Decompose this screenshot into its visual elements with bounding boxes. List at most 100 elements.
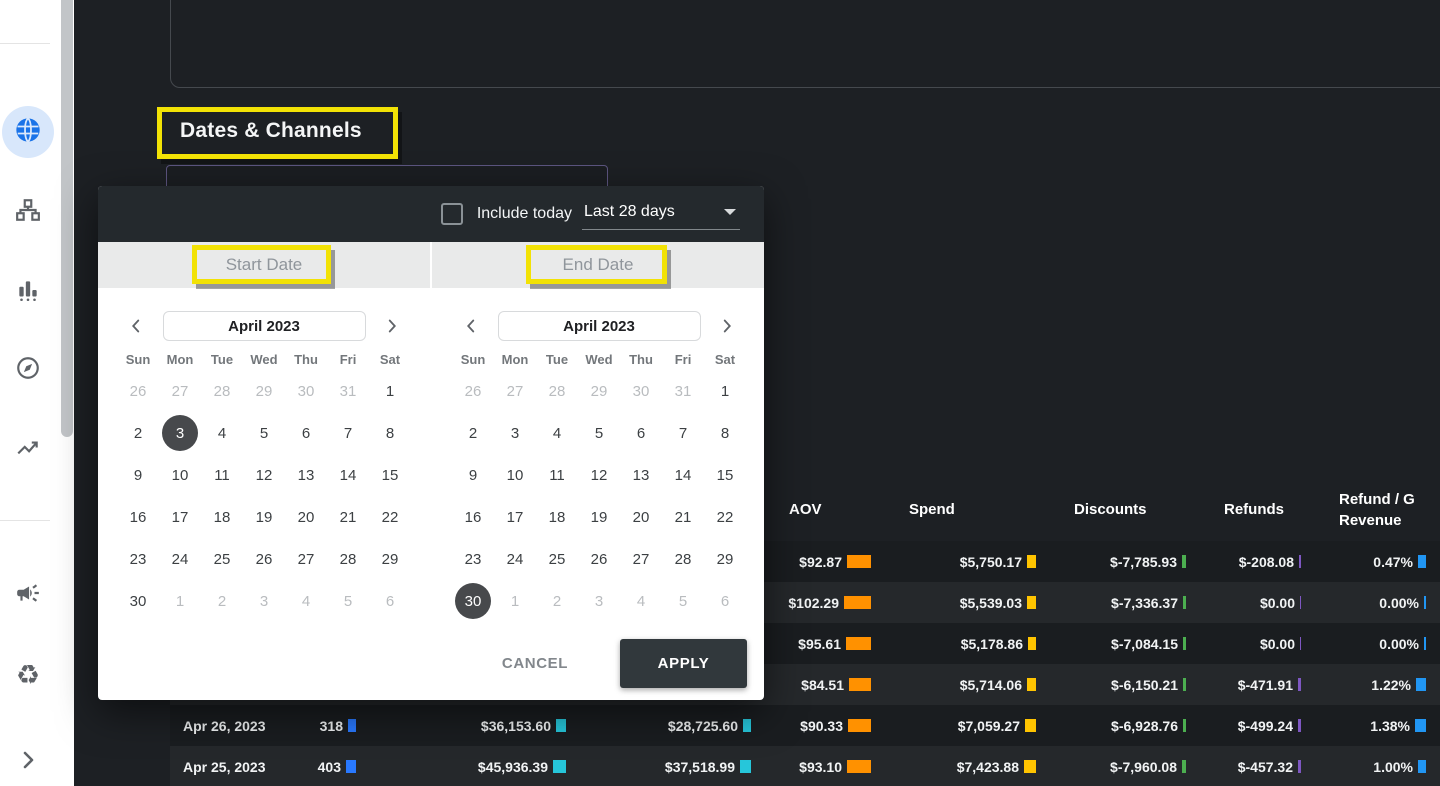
day-cell[interactable]: 30: [129, 592, 147, 610]
day-cell[interactable]: 28: [339, 550, 357, 568]
day-cell[interactable]: 20: [297, 508, 315, 526]
day-cell[interactable]: 19: [255, 508, 273, 526]
day-cell[interactable]: 22: [716, 508, 734, 526]
day-cell[interactable]: 3: [594, 592, 604, 610]
day-cell[interactable]: 28: [674, 550, 692, 568]
day-cell[interactable]: 18: [213, 508, 231, 526]
day-cell[interactable]: 2: [217, 592, 227, 610]
day-cell[interactable]: 26: [129, 382, 147, 400]
day-cell[interactable]: 4: [217, 424, 227, 442]
selected-day-cell[interactable]: 3: [159, 412, 201, 454]
day-cell[interactable]: 26: [464, 382, 482, 400]
day-cell[interactable]: 2: [552, 592, 562, 610]
day-cell[interactable]: 4: [552, 424, 562, 442]
day-cell[interactable]: 1: [175, 592, 185, 610]
day-cell[interactable]: 27: [171, 382, 189, 400]
preset-range-dropdown[interactable]: Last 28 days: [582, 199, 740, 230]
day-cell[interactable]: 5: [594, 424, 604, 442]
day-cell[interactable]: 29: [716, 550, 734, 568]
day-cell[interactable]: 29: [590, 382, 608, 400]
day-cell[interactable]: 2: [468, 424, 478, 442]
day-cell[interactable]: 27: [506, 382, 524, 400]
sidebar-item-trending[interactable]: [2, 424, 54, 476]
day-cell[interactable]: 28: [213, 382, 231, 400]
day-cell[interactable]: 6: [301, 424, 311, 442]
day-cell[interactable]: 11: [214, 466, 230, 484]
day-cell[interactable]: 9: [468, 466, 478, 484]
column-header-refund-pct[interactable]: Refund / G Revenue: [1339, 490, 1415, 529]
day-cell[interactable]: 31: [339, 382, 357, 400]
sidebar-item-megaphone[interactable]: [2, 569, 54, 621]
day-cell[interactable]: 27: [632, 550, 650, 568]
day-cell[interactable]: 20: [632, 508, 650, 526]
selected-day-cell[interactable]: 30: [452, 580, 494, 622]
day-cell[interactable]: 7: [678, 424, 688, 442]
day-cell[interactable]: 23: [129, 550, 147, 568]
day-cell[interactable]: 22: [381, 508, 399, 526]
apply-button[interactable]: APPLY: [620, 639, 747, 688]
sidebar-scrollbar-thumb[interactable]: [61, 0, 73, 437]
day-cell[interactable]: 3: [510, 424, 520, 442]
next-month-button[interactable]: [379, 313, 405, 339]
day-cell[interactable]: 25: [548, 550, 566, 568]
day-cell[interactable]: 26: [255, 550, 273, 568]
day-cell[interactable]: 16: [464, 508, 482, 526]
day-cell[interactable]: 12: [255, 466, 273, 484]
day-cell[interactable]: 11: [549, 466, 565, 484]
day-cell[interactable]: 7: [343, 424, 353, 442]
sidebar-item-hierarchy[interactable]: [2, 186, 54, 238]
day-cell[interactable]: 15: [381, 466, 399, 484]
day-cell[interactable]: 6: [720, 592, 730, 610]
day-cell[interactable]: 13: [297, 466, 315, 484]
column-header-discounts[interactable]: Discounts: [1074, 501, 1147, 518]
day-cell[interactable]: 26: [590, 550, 608, 568]
day-cell[interactable]: 10: [171, 466, 189, 484]
day-cell[interactable]: 12: [590, 466, 608, 484]
day-cell[interactable]: 1: [385, 382, 395, 400]
day-cell[interactable]: 19: [590, 508, 608, 526]
day-cell[interactable]: 14: [674, 466, 692, 484]
day-cell[interactable]: 31: [674, 382, 692, 400]
day-cell[interactable]: 6: [636, 424, 646, 442]
sidebar-item-globe[interactable]: [2, 106, 54, 158]
column-header-refunds[interactable]: Refunds: [1224, 501, 1284, 518]
day-cell[interactable]: 13: [632, 466, 650, 484]
day-cell[interactable]: 17: [506, 508, 524, 526]
day-cell[interactable]: 5: [343, 592, 353, 610]
day-cell[interactable]: 3: [259, 592, 269, 610]
day-cell[interactable]: 6: [385, 592, 395, 610]
day-cell[interactable]: 4: [636, 592, 646, 610]
cancel-button[interactable]: CANCEL: [501, 655, 568, 672]
day-cell[interactable]: 23: [464, 550, 482, 568]
prev-month-button[interactable]: [123, 313, 149, 339]
include-today-checkbox[interactable]: [440, 203, 463, 225]
day-cell[interactable]: 21: [674, 508, 692, 526]
day-cell[interactable]: 30: [297, 382, 315, 400]
day-cell[interactable]: 9: [133, 466, 143, 484]
day-cell[interactable]: 5: [259, 424, 269, 442]
day-cell[interactable]: 30: [632, 382, 650, 400]
day-cell[interactable]: 27: [297, 550, 315, 568]
next-month-button[interactable]: [714, 313, 740, 339]
sidebar-item-bar-chart[interactable]: [2, 266, 54, 318]
day-cell[interactable]: 21: [339, 508, 357, 526]
day-cell[interactable]: 10: [506, 466, 524, 484]
sidebar-item-compass[interactable]: [2, 344, 54, 396]
day-cell[interactable]: 4: [301, 592, 311, 610]
column-header-aov[interactable]: AOV: [789, 501, 822, 518]
prev-month-button[interactable]: [458, 313, 484, 339]
day-cell[interactable]: 17: [171, 508, 189, 526]
column-header-spend[interactable]: Spend: [909, 501, 955, 518]
day-cell[interactable]: 28: [548, 382, 566, 400]
day-cell[interactable]: 5: [678, 592, 688, 610]
day-cell[interactable]: 29: [255, 382, 273, 400]
day-cell[interactable]: 1: [720, 382, 730, 400]
day-cell[interactable]: 1: [510, 592, 520, 610]
day-cell[interactable]: 8: [385, 424, 395, 442]
day-cell[interactable]: 24: [506, 550, 524, 568]
sidebar-expand-button[interactable]: [2, 736, 54, 786]
sidebar-item-recycle[interactable]: ♻: [2, 649, 54, 701]
day-cell[interactable]: 16: [129, 508, 147, 526]
day-cell[interactable]: 2: [133, 424, 143, 442]
day-cell[interactable]: 15: [716, 466, 734, 484]
